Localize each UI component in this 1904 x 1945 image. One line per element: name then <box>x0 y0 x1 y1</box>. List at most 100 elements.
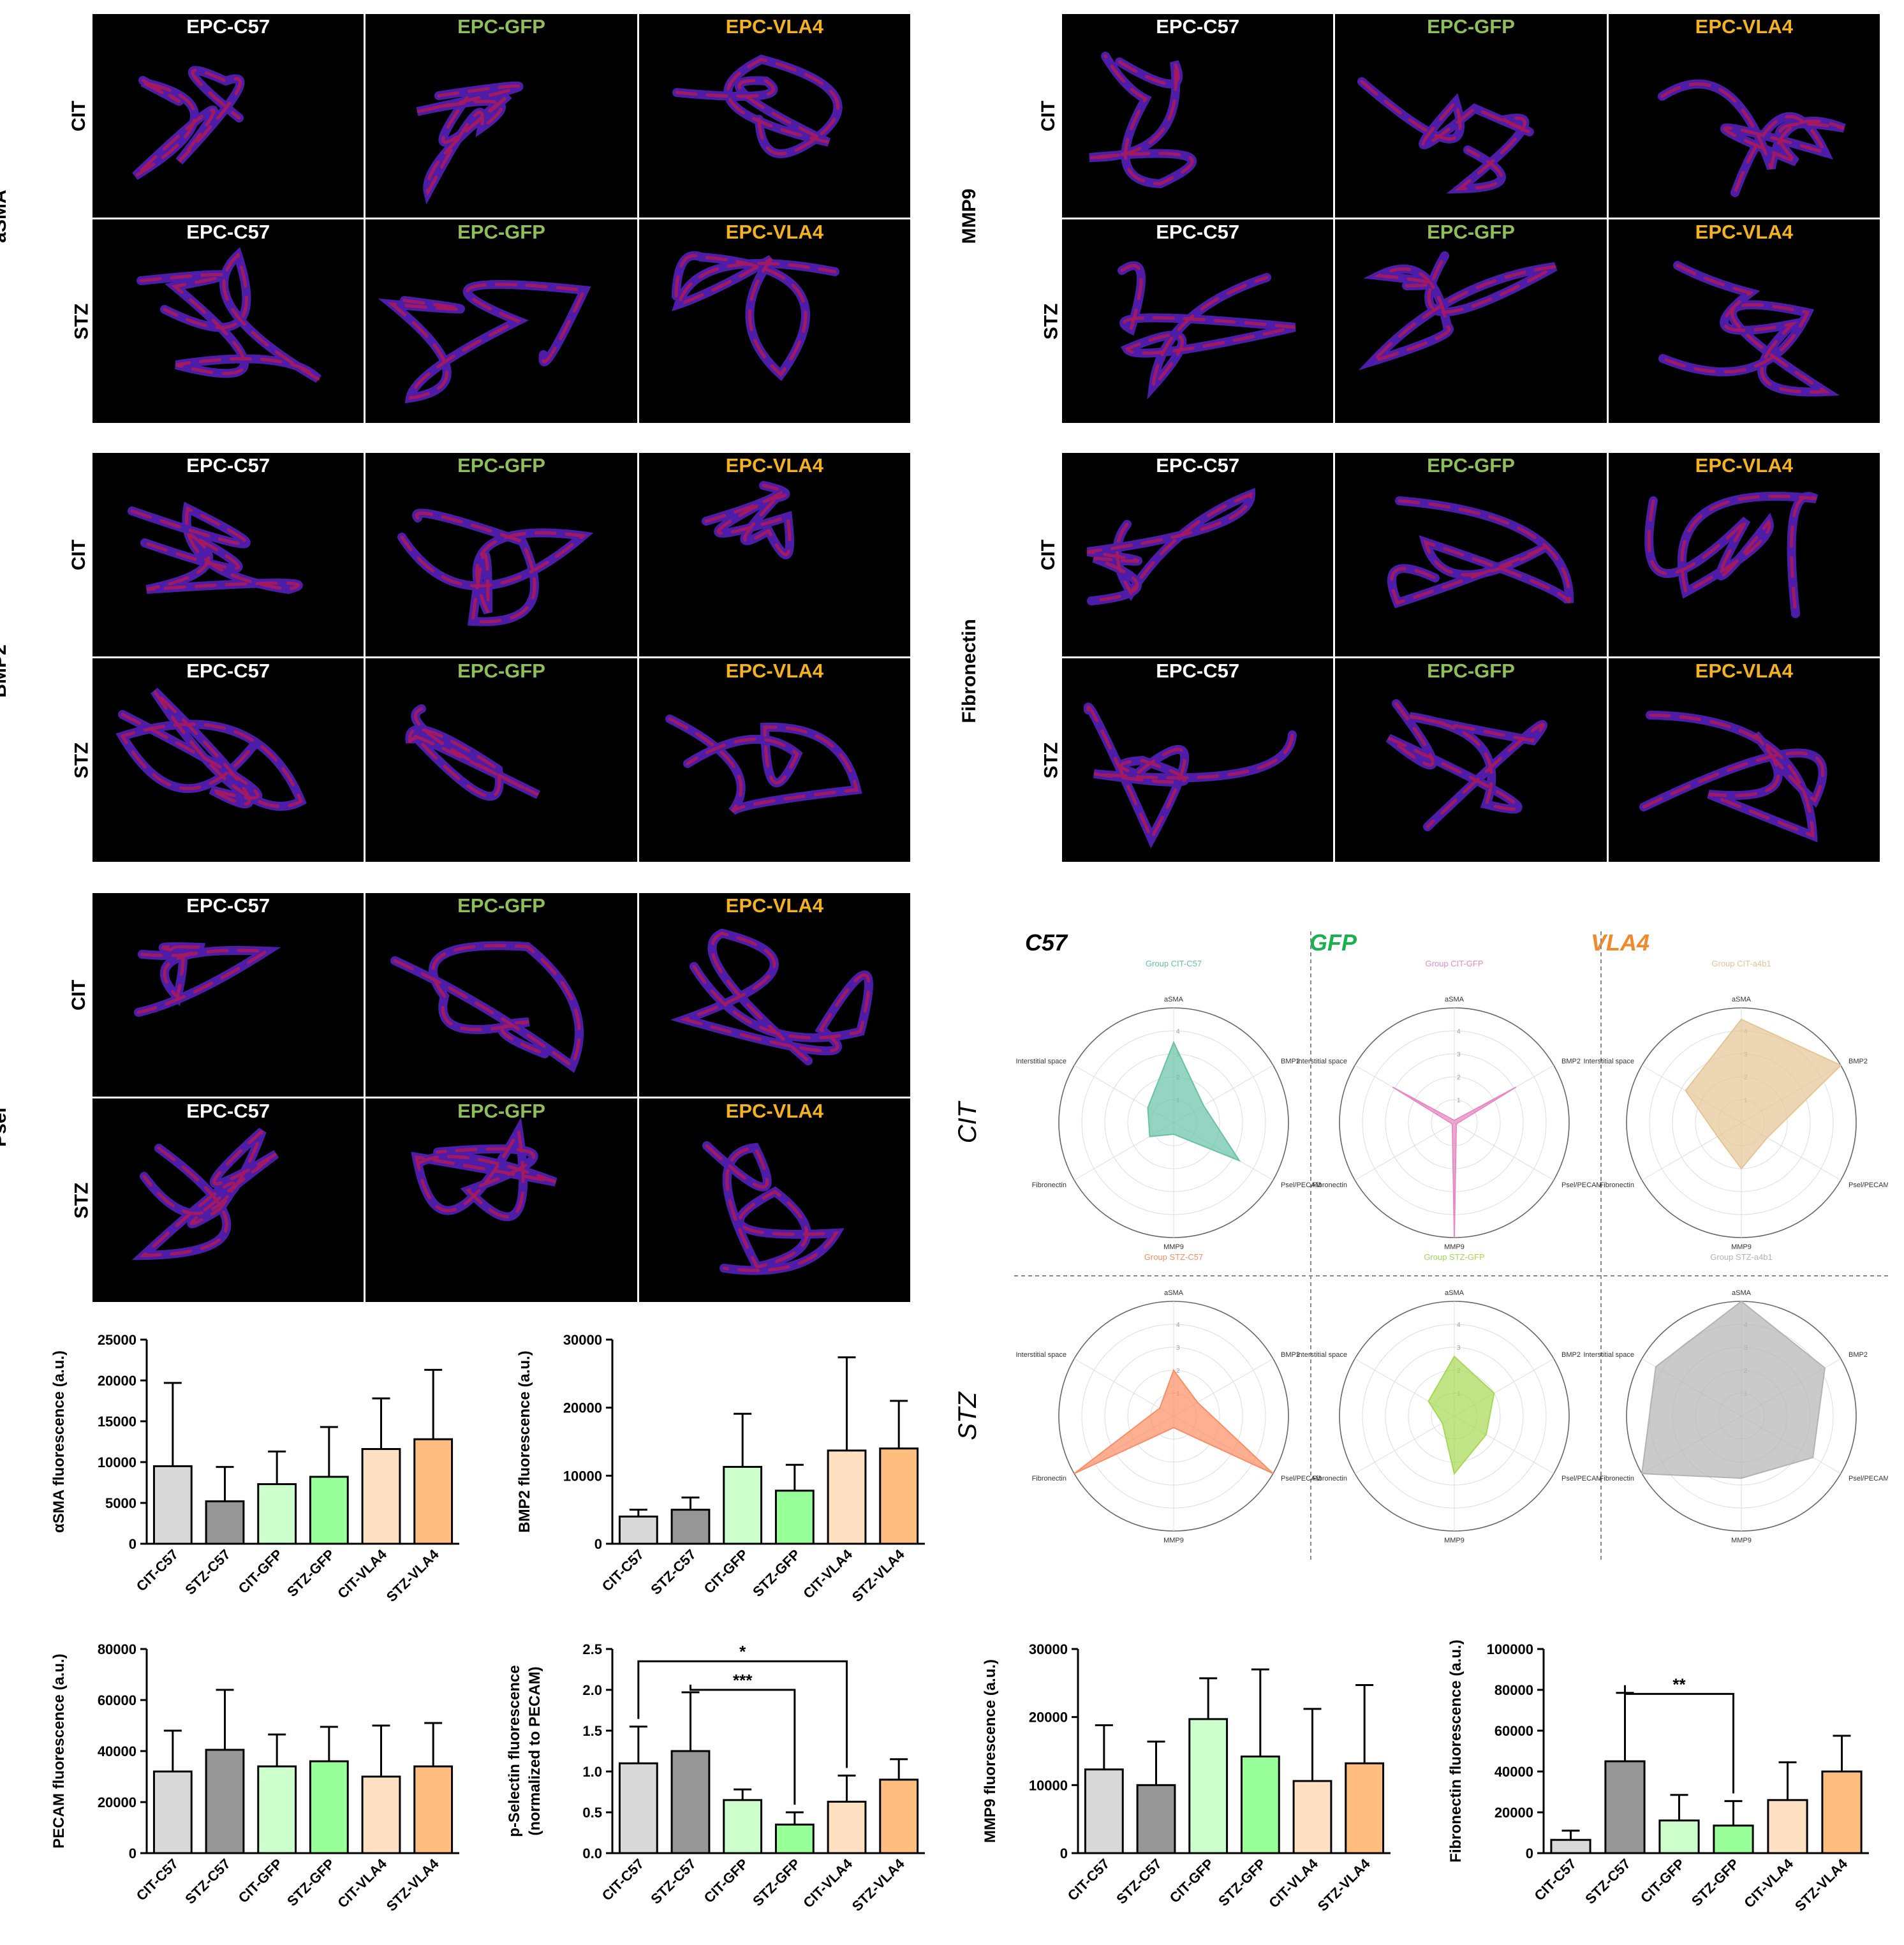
radar-axis-label: BMP2 <box>1281 1351 1300 1359</box>
micrograph-fibronectin-0-1: EPC-GFP <box>1335 453 1607 656</box>
radar-axis-label: BMP2 <box>1281 1058 1300 1065</box>
bar-ylabel-0: αSMA fluorescence (a.u.) <box>50 1350 68 1533</box>
bar-ylabel-4: MMP9 fluorescence (a.u.) <box>982 1659 999 1843</box>
bar-ytick-label: 0 <box>129 1845 137 1861</box>
bar-xtick-label-5: STZ-VLA4 <box>383 1546 443 1605</box>
sig-bracket-0 <box>1624 1685 1734 1794</box>
radar-axis-label: BMP2 <box>1561 1058 1581 1065</box>
radar-title-2: Group CIT-a4b1 <box>1711 959 1771 968</box>
bar-ytick-label: 1.5 <box>582 1723 602 1739</box>
radar-axis-label: aSMA <box>1445 996 1465 1003</box>
radar-axis-label: Fibronectin <box>1313 1475 1347 1483</box>
tissue-red <box>674 254 837 377</box>
col-header-bmp2-1-0: EPC-C57 <box>186 660 270 682</box>
bar-ytick-label: 15000 <box>98 1414 137 1430</box>
radar-axis-label: Interstitial space <box>1016 1351 1066 1359</box>
bar-ytick-label: 30000 <box>563 1332 602 1348</box>
radar-spoke <box>1354 1416 1455 1474</box>
marker-label-asma: aSMA <box>0 189 10 243</box>
micrograph-bmp2-0-2: EPC-VLA4 <box>638 453 910 656</box>
bar-ytick-label: 20000 <box>98 1373 137 1389</box>
bar-5 <box>879 1447 919 1545</box>
radar-axis-label: Interstitial space <box>1584 1058 1634 1065</box>
bar-0 <box>618 1515 658 1545</box>
col-header-asma-1-0: EPC-C57 <box>186 221 270 243</box>
radar-axis-label: MMP9 <box>1731 1537 1752 1544</box>
micrograph-mmp9-1-0: EPC-C57 <box>1062 219 1334 423</box>
micrograph-fibronectin-1-1: EPC-GFP <box>1335 658 1607 862</box>
row-label-psel-1: STZ <box>71 1182 92 1219</box>
col-header-bmp2-0-2: EPC-VLA4 <box>725 454 823 477</box>
bar-ytick-label: 20000 <box>563 1400 602 1416</box>
bar-ytick-label: 100000 <box>1487 1641 1533 1657</box>
bar-xtick-label-5: STZ-VLA4 <box>849 1546 908 1605</box>
radar-axis-label: Interstitial space <box>1297 1058 1347 1065</box>
row-label-asma-1: STZ <box>71 303 92 340</box>
marker-label-psel: Psel <box>0 1107 10 1147</box>
micrograph-psel-1-1: EPC-GFP <box>365 1098 637 1302</box>
col-header-asma-0-2: EPC-VLA4 <box>725 15 823 38</box>
radar-chart-0: Group CIT-C57 aSMA BMP2 Psel/PECAM MMP9 Fibro… <box>1016 959 1322 1251</box>
col-header-bmp2-0-0: EPC-C57 <box>186 454 270 477</box>
sig-bracket-1 <box>690 1684 796 1805</box>
radar-tick: 3 <box>1176 1345 1180 1352</box>
tissue-red <box>1368 254 1556 365</box>
row-label-mmp9-1: STZ <box>1040 303 1062 340</box>
col-header-mmp9-0-0: EPC-C57 <box>1156 15 1240 38</box>
bar-4 <box>1767 1799 1808 1854</box>
col-header-mmp9-1-0: EPC-C57 <box>1156 221 1240 243</box>
radar-title-5: Group STZ-a4b1 <box>1710 1252 1773 1262</box>
bar-0 <box>1084 1768 1124 1854</box>
tissue-blue <box>671 251 839 381</box>
tissue-red <box>1087 492 1253 603</box>
micrograph-block-asma: aSMA CIT EPC-C57 EPC-GFP EPC-VLA4 STZ EPC-C57… <box>0 14 912 425</box>
micrograph-asma-1-0: EPC-C57 <box>92 219 364 423</box>
tissue-red <box>130 506 300 591</box>
bar-ytick-label: 60000 <box>98 1692 137 1708</box>
micrograph-asma-0-0: EPC-C57 <box>92 14 364 218</box>
radar-spoke <box>1074 1358 1174 1417</box>
bar-chart-asma: αSMA fluorescence (a.u.) 0 5000 10000 15000 2… <box>50 1332 459 1605</box>
bar-3 <box>1713 1824 1754 1854</box>
radar-axis-label: aSMA <box>1164 996 1184 1003</box>
tissue-blue <box>1385 699 1548 831</box>
col-header-mmp9-1-2: EPC-VLA4 <box>1695 221 1793 243</box>
col-header-asma-1-2: EPC-VLA4 <box>725 221 823 243</box>
tissue-blue <box>1387 496 1574 609</box>
radar-title-0: Group CIT-C57 <box>1146 959 1202 968</box>
col-header-mmp9-0-1: EPC-GFP <box>1427 15 1515 38</box>
micrograph-asma-0-1: EPC-GFP <box>365 14 637 218</box>
row-label-fibronectin-0: CIT <box>1038 539 1059 571</box>
row-label-bmp2-0: CIT <box>68 539 90 571</box>
bar-ytick-label: 20000 <box>1494 1805 1533 1821</box>
col-header-psel-1-1: EPC-GFP <box>457 1100 545 1122</box>
tissue-blue <box>1658 261 1840 397</box>
bar-4 <box>1292 1780 1332 1854</box>
radar-axis-label: Interstitial space <box>1297 1351 1347 1359</box>
bar-5 <box>1821 1770 1863 1854</box>
micrograph-bmp2-1-1: EPC-GFP <box>365 658 637 862</box>
bar-chart-pselectin: p-Selectin fluorescence (normalized to PE… <box>506 1641 925 1914</box>
tissue-blue <box>137 247 321 383</box>
bar-2 <box>257 1483 297 1545</box>
radar-axis-label: BMP2 <box>1561 1351 1581 1359</box>
micrograph-bmp2-0-1: EPC-GFP <box>365 453 637 656</box>
bar-1 <box>205 1749 245 1854</box>
marker-label-bmp2: BMP2 <box>0 644 10 698</box>
bar-0 <box>618 1762 658 1854</box>
col-header-psel-1-2: EPC-VLA4 <box>725 1100 823 1122</box>
col-header-mmp9-0-2: EPC-VLA4 <box>1695 15 1793 38</box>
micrograph-fibronectin-0-2: EPC-VLA4 <box>1608 453 1880 656</box>
bar-ytick-label: 40000 <box>98 1743 137 1759</box>
bar-ylabel-1: BMP2 fluorescence (a.u.) <box>516 1350 533 1532</box>
row-label-psel-0: CIT <box>68 979 90 1011</box>
bar-ylabel-3: (normalized to PECAM) <box>526 1666 543 1835</box>
radar-axis-label: Psel/PECAM <box>1849 1181 1888 1189</box>
bar-4 <box>361 1448 401 1545</box>
bar-ytick-label: 80000 <box>1494 1682 1533 1698</box>
bar-3 <box>774 1823 815 1854</box>
tissue-red <box>1089 54 1194 186</box>
sig-label-0: * <box>739 1642 746 1661</box>
micrograph-mmp9-1-1: EPC-GFP <box>1335 219 1607 423</box>
bar-ytick-label: 10000 <box>563 1468 602 1484</box>
